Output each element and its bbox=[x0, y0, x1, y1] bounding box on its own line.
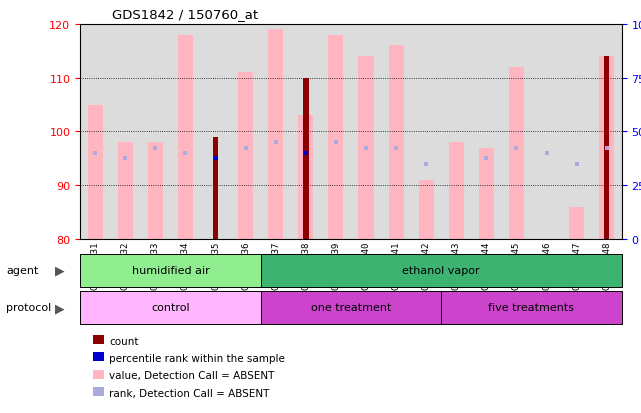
Bar bbox=[599, 57, 614, 240]
Bar bbox=[110, 25, 140, 240]
Bar bbox=[291, 25, 321, 240]
Bar bbox=[261, 254, 622, 287]
Bar bbox=[351, 25, 381, 240]
Text: count: count bbox=[109, 336, 138, 346]
Bar bbox=[358, 57, 374, 240]
Bar bbox=[501, 25, 531, 240]
Bar bbox=[261, 25, 291, 240]
Bar bbox=[148, 143, 163, 240]
Bar bbox=[321, 25, 351, 240]
Bar bbox=[419, 180, 434, 240]
Bar bbox=[88, 105, 103, 240]
Bar bbox=[592, 25, 622, 240]
Text: ▶: ▶ bbox=[54, 301, 64, 314]
Text: one treatment: one treatment bbox=[311, 303, 391, 313]
Bar bbox=[479, 148, 494, 240]
Bar bbox=[441, 25, 471, 240]
Bar bbox=[213, 138, 218, 240]
Bar bbox=[80, 25, 110, 240]
Bar bbox=[268, 30, 283, 240]
Text: control: control bbox=[151, 303, 190, 313]
Bar bbox=[328, 36, 344, 240]
Bar bbox=[238, 73, 253, 240]
Bar bbox=[231, 25, 261, 240]
Text: rank, Detection Call = ABSENT: rank, Detection Call = ABSENT bbox=[109, 388, 269, 398]
Bar bbox=[303, 78, 308, 240]
Text: GDS1842 / 150760_at: GDS1842 / 150760_at bbox=[112, 8, 258, 21]
Text: humidified air: humidified air bbox=[131, 266, 209, 275]
Bar bbox=[201, 25, 231, 240]
Bar bbox=[531, 25, 562, 240]
Text: value, Detection Call = ABSENT: value, Detection Call = ABSENT bbox=[109, 370, 274, 380]
Bar bbox=[80, 254, 261, 287]
Bar bbox=[441, 291, 622, 324]
Bar bbox=[261, 291, 441, 324]
Bar bbox=[562, 25, 592, 240]
Bar bbox=[171, 25, 201, 240]
Bar bbox=[381, 25, 411, 240]
Text: ▶: ▶ bbox=[54, 264, 64, 277]
Bar bbox=[388, 46, 404, 240]
Bar bbox=[449, 143, 464, 240]
Bar bbox=[140, 25, 171, 240]
Bar bbox=[411, 25, 441, 240]
Text: agent: agent bbox=[6, 266, 39, 275]
Text: five treatments: five treatments bbox=[488, 303, 574, 313]
Bar bbox=[80, 291, 261, 324]
Bar bbox=[471, 25, 501, 240]
Bar bbox=[569, 207, 584, 240]
Bar bbox=[178, 36, 193, 240]
Bar bbox=[509, 68, 524, 240]
Bar bbox=[604, 57, 610, 240]
Bar bbox=[118, 143, 133, 240]
Text: ethanol vapor: ethanol vapor bbox=[403, 266, 480, 275]
Text: percentile rank within the sample: percentile rank within the sample bbox=[109, 353, 285, 363]
Bar bbox=[298, 116, 313, 240]
Text: protocol: protocol bbox=[6, 303, 52, 313]
